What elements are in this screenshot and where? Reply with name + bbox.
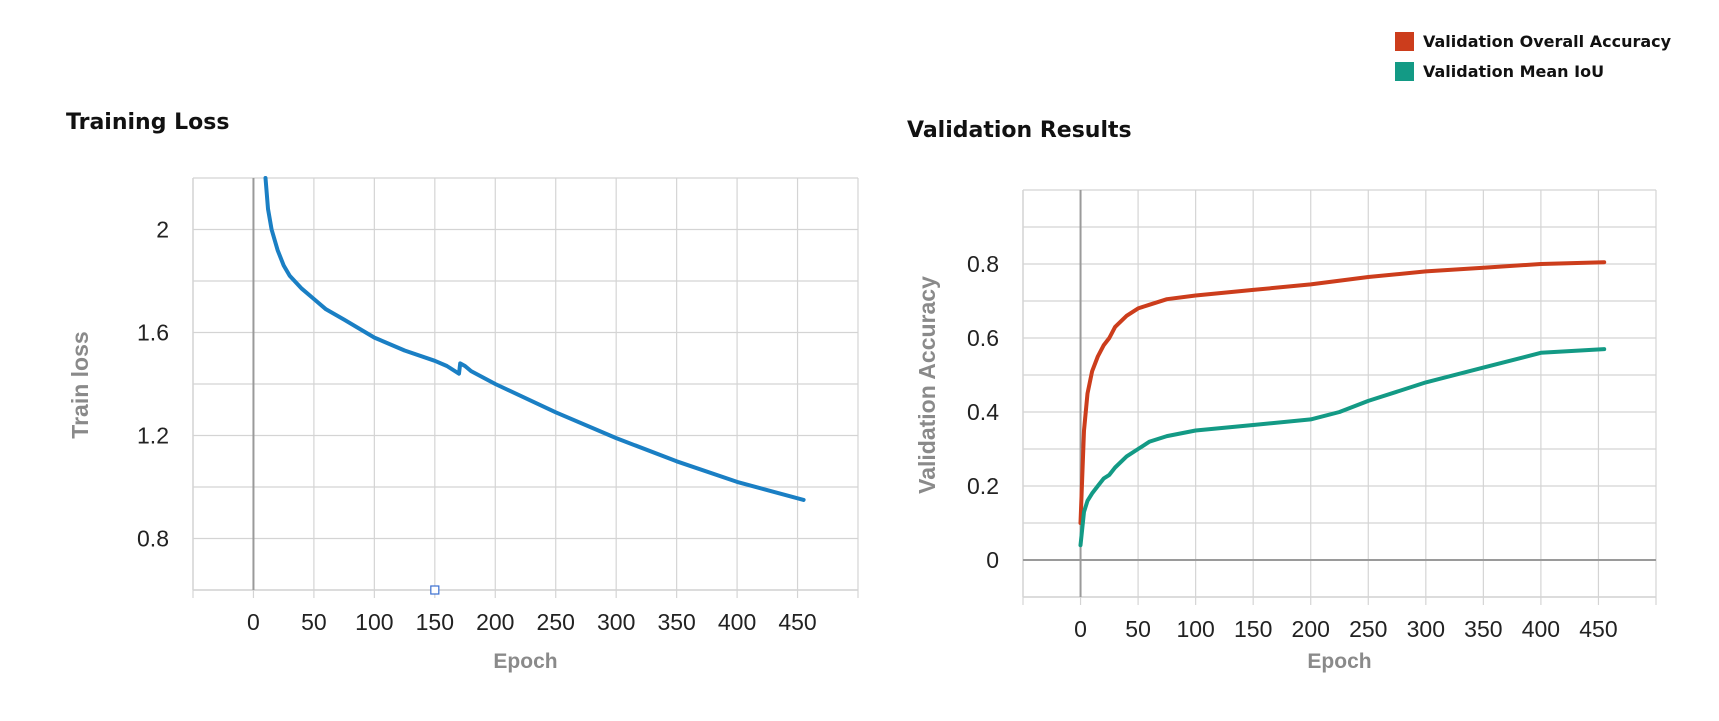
y-tick-label: 1.2 bbox=[137, 423, 169, 449]
x-axis-label: Epoch bbox=[1307, 650, 1371, 673]
x-tick-label: 400 bbox=[1522, 616, 1560, 642]
x-tick-label: 50 bbox=[301, 609, 327, 635]
x-tick-label: 450 bbox=[1579, 616, 1617, 642]
training-loss-chart: 0 50 100 150 200 250 300 350 400 450 0.8 1.2 1.6 2 Epo… bbox=[67, 176, 859, 673]
y-tick-label: 1.6 bbox=[137, 320, 169, 346]
y-axis-label: Validation Accuracy bbox=[914, 276, 940, 494]
x-tick-label: 250 bbox=[537, 609, 575, 635]
legend-item-overall-accuracy[interactable]: Validation Overall Accuracy bbox=[1395, 26, 1671, 56]
y-axis-label: Train loss bbox=[67, 331, 93, 438]
x-tick-label: 200 bbox=[1292, 616, 1330, 642]
legend: Validation Overall Accuracy Validation M… bbox=[1395, 26, 1671, 86]
x-tick-label: 50 bbox=[1125, 616, 1151, 642]
horizontal-gridlines bbox=[1023, 189, 1656, 598]
series-line-0 bbox=[1078, 260, 1607, 525]
series-line-1 bbox=[1078, 347, 1607, 548]
y-tick-label: 0 bbox=[986, 547, 999, 573]
training-loss-title: Training Loss bbox=[66, 110, 230, 135]
legend-swatch bbox=[1395, 61, 1414, 81]
horizontal-gridlines bbox=[193, 177, 858, 591]
x-tick-label: 0 bbox=[1074, 616, 1087, 642]
legend-swatch bbox=[1395, 31, 1414, 51]
x-tick-label: 100 bbox=[1176, 616, 1214, 642]
y-tick-label: 0.8 bbox=[967, 251, 999, 277]
x-tick-label: 300 bbox=[597, 609, 635, 635]
x-tick-label: 0 bbox=[247, 609, 260, 635]
cursor-marker[interactable] bbox=[430, 585, 440, 595]
validation-results-chart: 0 50 100 150 200 250 300 350 400 450 0 0.2 0.4 0.6 0.8… bbox=[914, 189, 1657, 673]
legend-label: Validation Overall Accuracy bbox=[1423, 31, 1672, 51]
y-tick-label: 0.2 bbox=[967, 473, 999, 499]
series-line-0 bbox=[263, 176, 806, 502]
y-tick-label: 2 bbox=[156, 217, 169, 243]
x-tick-label: 100 bbox=[355, 609, 393, 635]
x-tick-label: 350 bbox=[657, 609, 695, 635]
legend-label: Validation Mean IoU bbox=[1423, 61, 1605, 81]
x-tick-label: 350 bbox=[1464, 616, 1502, 642]
x-tick-label: 150 bbox=[1234, 616, 1272, 642]
x-tick-label: 450 bbox=[778, 609, 816, 635]
x-tick-label: 300 bbox=[1407, 616, 1445, 642]
x-tick-label: 400 bbox=[718, 609, 756, 635]
x-tick-label: 250 bbox=[1349, 616, 1387, 642]
y-tick-label: 0.8 bbox=[137, 526, 169, 552]
x-axis-label: Epoch bbox=[493, 650, 557, 673]
y-tick-label: 0.6 bbox=[967, 325, 999, 351]
x-tick-label: 200 bbox=[476, 609, 514, 635]
validation-results-title: Validation Results bbox=[907, 118, 1132, 143]
vertical-gridlines bbox=[1022, 190, 1657, 597]
y-tick-label: 0.4 bbox=[967, 399, 999, 425]
legend-item-mean-iou[interactable]: Validation Mean IoU bbox=[1395, 56, 1671, 86]
x-tick-label: 150 bbox=[416, 609, 454, 635]
